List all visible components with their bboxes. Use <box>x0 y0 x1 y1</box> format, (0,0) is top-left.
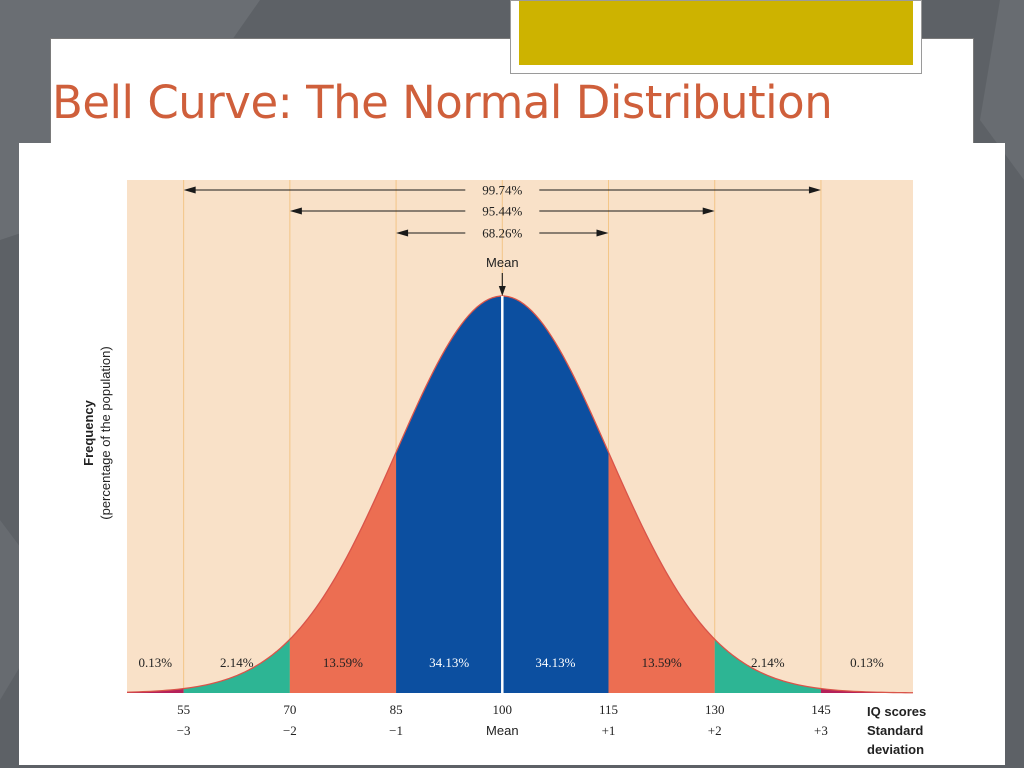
iq-tick-115: 115 <box>599 702 618 717</box>
region-3 <box>396 296 503 693</box>
slide-title: Bell Curve: The Normal Distribution <box>52 76 833 129</box>
iq-tick-55: 55 <box>177 702 190 717</box>
region-4 <box>502 296 609 693</box>
region-label-2: 13.59% <box>323 655 363 670</box>
range-arrowhead-right-0 <box>808 186 821 194</box>
accent-box <box>510 0 922 74</box>
region-label-0: 0.13% <box>139 655 173 670</box>
chart-panel: 0.13% 2.14% 13.59% 34.13% 34.13% 13.59% 2.14% 0… <box>19 143 1005 765</box>
mean-top-label: Mean <box>486 255 519 270</box>
range-arrowhead-left-0 <box>183 186 196 194</box>
range-label-2: 68.26% <box>482 226 522 241</box>
region-1 <box>183 639 290 693</box>
region-label-5: 13.59% <box>642 655 682 670</box>
range-arrowhead-left-1 <box>289 207 302 215</box>
region-label-1: 2.14% <box>220 655 254 670</box>
accent-bar <box>519 1 913 65</box>
sd-tick-0: −3 <box>177 723 191 738</box>
iq-tick-145: 145 <box>811 702 831 717</box>
ylabel-sub: (percentage of the population) <box>98 346 113 519</box>
sd-tick-2: −1 <box>389 723 403 738</box>
region-7 <box>820 688 913 693</box>
region-label-6: 2.14% <box>751 655 785 670</box>
sd-tick-1: −2 <box>283 723 297 738</box>
ylabel-frequency: Frequency <box>81 399 96 466</box>
xlabel-standard: Standard <box>867 723 923 738</box>
range-arrowhead-right-1 <box>702 207 715 215</box>
range-arrowhead-left-2 <box>396 229 409 237</box>
iq-tick-100: 100 <box>493 702 513 717</box>
region-label-7: 0.13% <box>850 655 884 670</box>
sd-tick-5: +2 <box>708 723 722 738</box>
sd-tick-3: Mean <box>486 723 519 738</box>
region-6 <box>714 639 821 693</box>
bell-curve-line <box>126 295 914 694</box>
region-label-4: 34.13% <box>535 655 575 670</box>
sd-tick-6: +3 <box>814 723 828 738</box>
xlabel-deviation: deviation <box>867 742 924 757</box>
range-label-0: 99.74% <box>482 183 522 198</box>
iq-tick-85: 85 <box>390 702 403 717</box>
bell-curve-chart: 0.13% 2.14% 13.59% 34.13% 34.13% 13.59% 2.14% 0… <box>81 180 926 757</box>
mean-arrowhead <box>498 286 506 296</box>
xlabel-iq-scores: IQ scores <box>867 704 926 719</box>
iq-tick-130: 130 <box>705 702 725 717</box>
sd-tick-4: +1 <box>602 723 616 738</box>
region-label-3: 34.13% <box>429 655 469 670</box>
range-label-1: 95.44% <box>482 204 522 219</box>
iq-tick-70: 70 <box>283 702 296 717</box>
range-arrowhead-right-2 <box>596 229 609 237</box>
